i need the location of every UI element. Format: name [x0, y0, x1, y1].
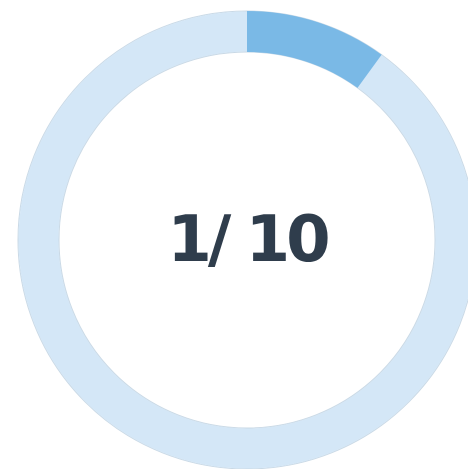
progress-label: 1/ 10 — [167, 203, 328, 277]
progress-arc — [247, 11, 382, 88]
progress-group — [247, 11, 382, 88]
